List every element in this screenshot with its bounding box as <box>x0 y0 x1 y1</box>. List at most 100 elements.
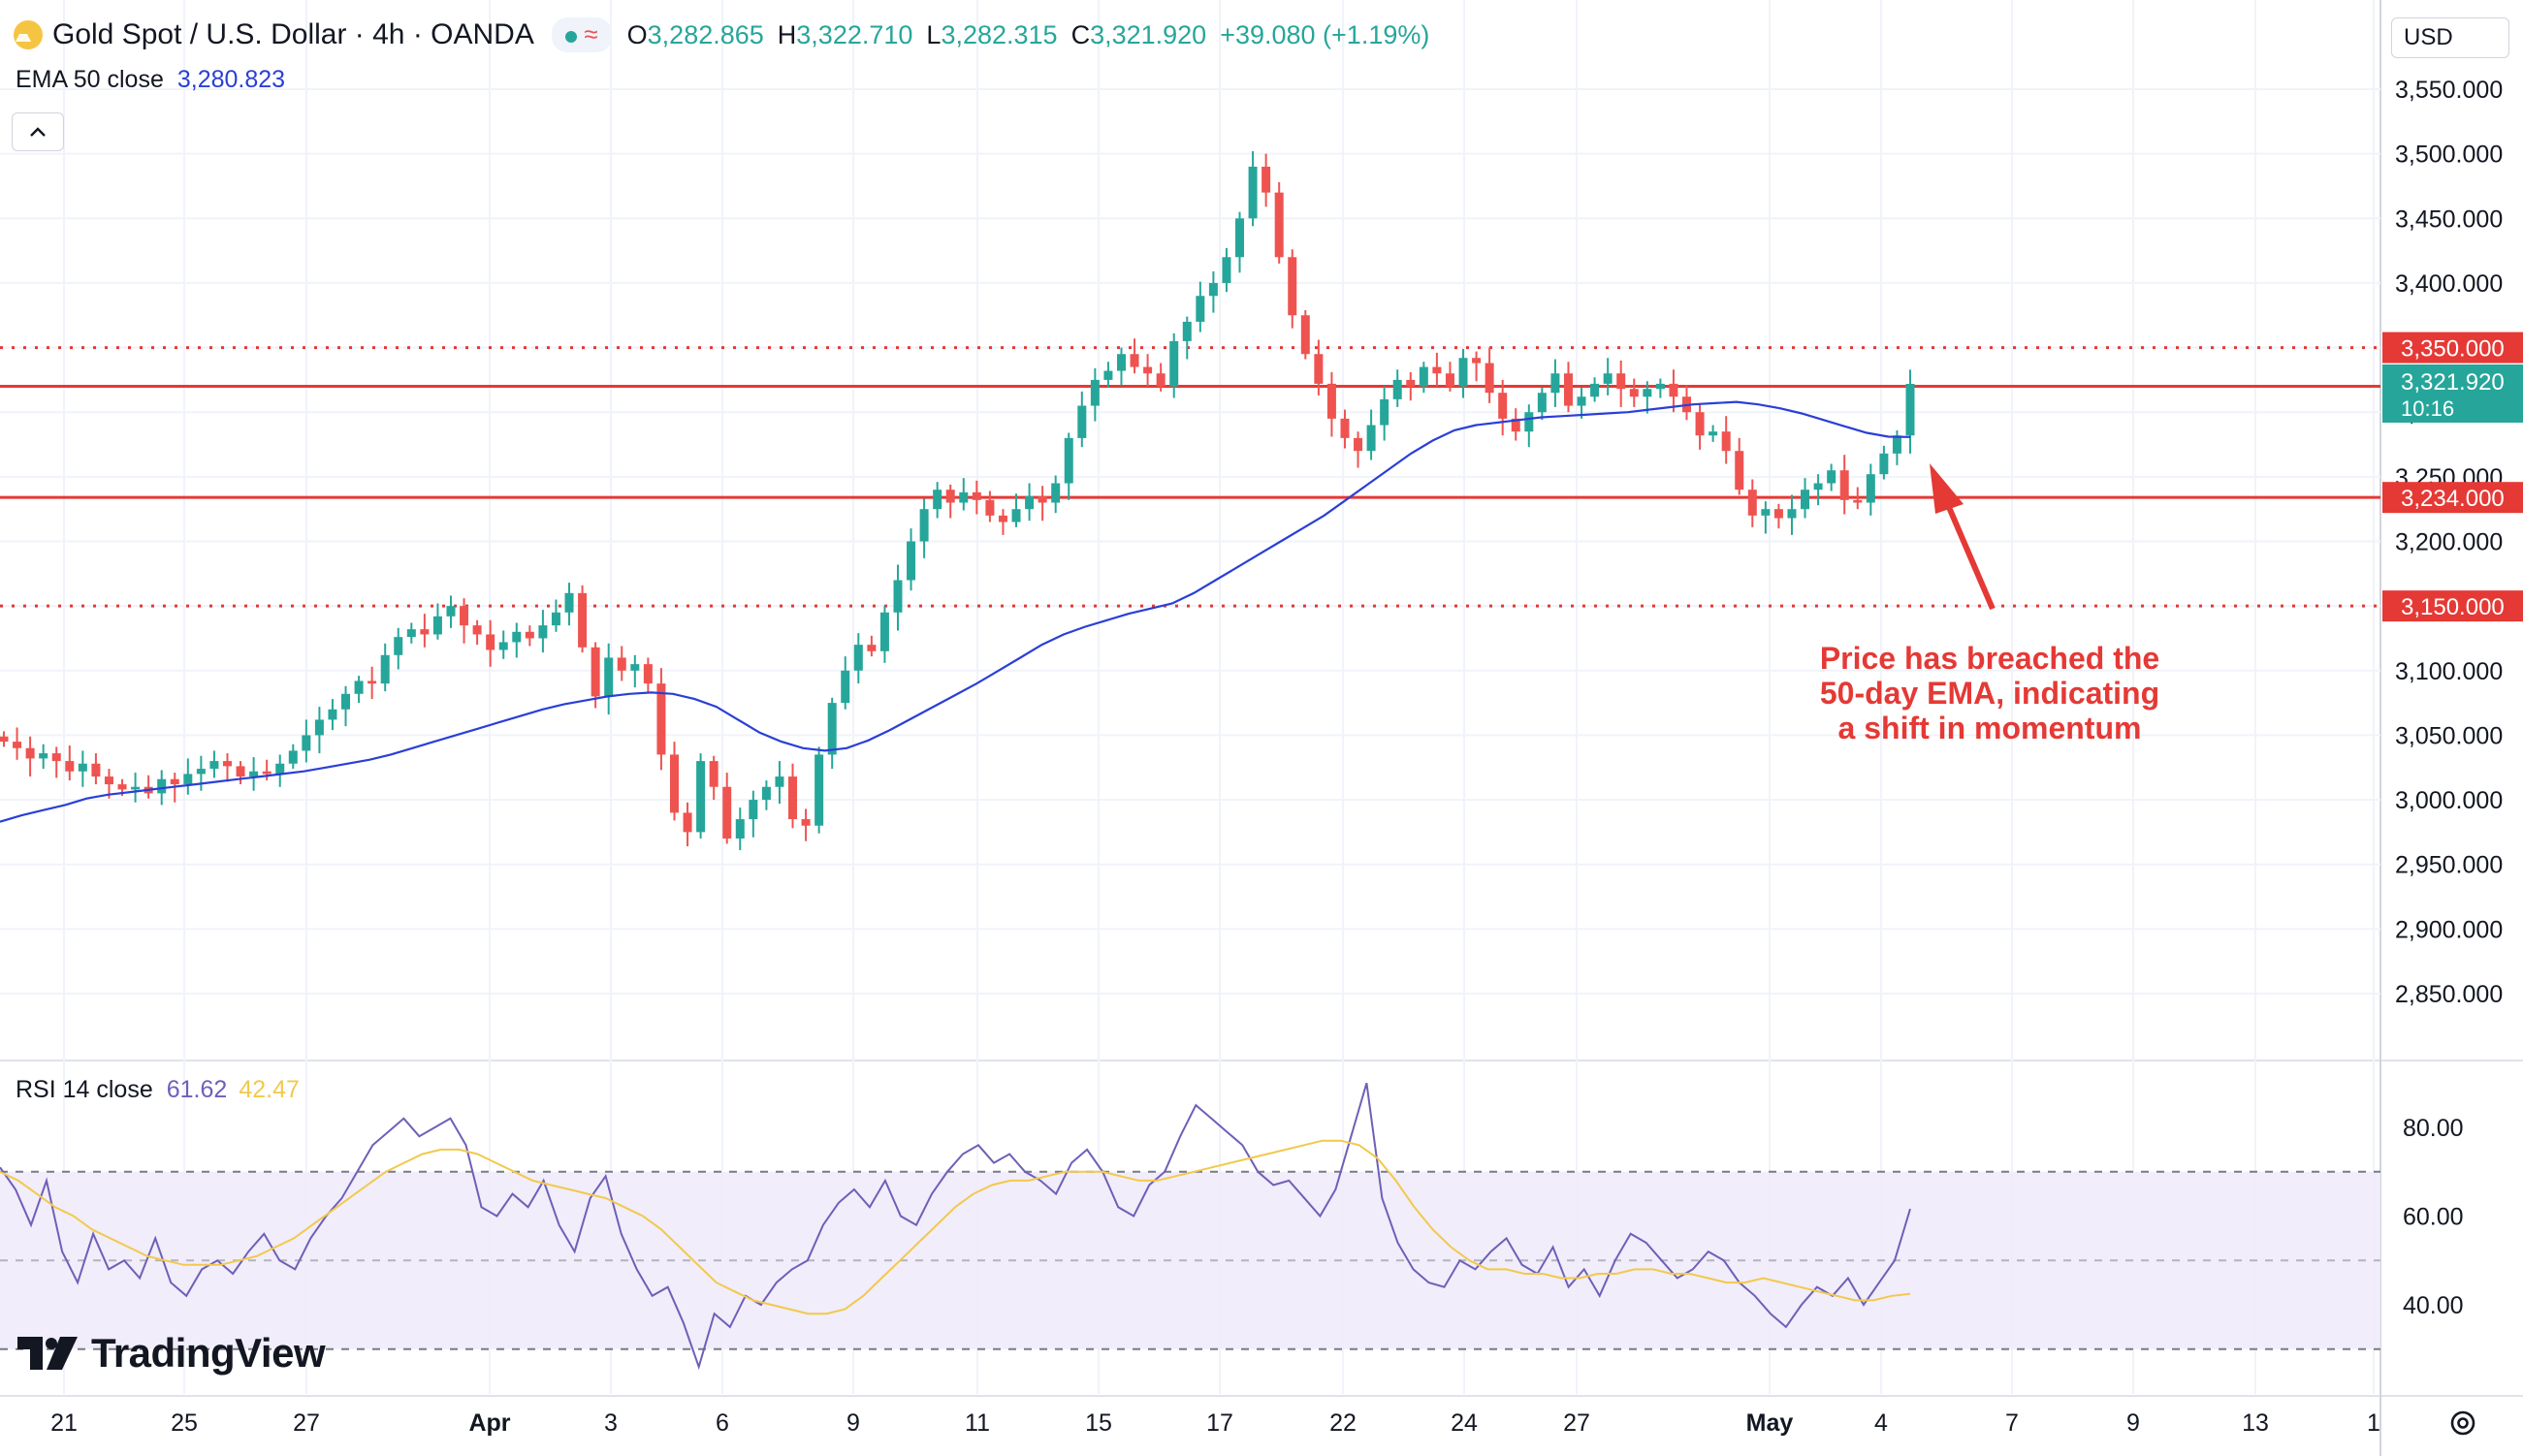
time-tick-label: 27 <box>293 1409 320 1437</box>
candle-body <box>669 754 679 813</box>
candle-body <box>1248 166 1258 219</box>
candle-body <box>1288 257 1297 316</box>
candle-body <box>1340 418 1350 438</box>
ohlc-change: +39.080 (+1.19%) <box>1220 19 1430 49</box>
level-price-label: 3,350.000 <box>2401 336 2505 363</box>
price-tick-label: 3,000.000 <box>2395 787 2503 814</box>
candle-body <box>1274 192 1284 258</box>
candle-body <box>578 592 588 648</box>
candle-body <box>328 709 337 720</box>
candle-body <box>683 812 692 833</box>
candle-body <box>1577 396 1586 406</box>
candle-body <box>314 719 324 736</box>
candle-body <box>617 657 626 671</box>
candle-body <box>1590 383 1600 397</box>
time-tick-label: 9 <box>2126 1409 2140 1437</box>
status-pill[interactable]: ≈ <box>551 17 612 52</box>
candle-body <box>1354 437 1363 452</box>
candle-body <box>1196 296 1205 322</box>
candle-body <box>1472 358 1482 364</box>
candle-body <box>498 642 508 650</box>
candle-body <box>446 606 456 617</box>
candlestick-series <box>0 150 1915 851</box>
ema-legend-label: EMA 50 close <box>16 66 164 93</box>
candle-body <box>696 761 706 833</box>
candle-body <box>1721 431 1731 452</box>
rsi-lines <box>0 1083 1911 1371</box>
wave-icon: ≈ <box>584 19 598 48</box>
candle-body <box>302 735 311 751</box>
ohlc-low-label: L <box>926 19 942 49</box>
candle-body <box>1905 383 1915 436</box>
ohlc-open-label: O <box>626 19 648 49</box>
annotation-text-line: Price has breached the <box>1820 641 2159 676</box>
time-tick-label: 6 <box>716 1409 729 1437</box>
candle-body <box>236 766 245 777</box>
axes: 3,550.000 3,500.000 3,450.000 3,400.000 3,35… <box>50 77 2523 1437</box>
candle-body <box>1090 379 1100 406</box>
candle-body <box>367 681 377 684</box>
level-price-tag <box>2382 332 2523 364</box>
candle-body <box>1025 495 1035 510</box>
candle-body <box>354 681 364 694</box>
candle-body <box>867 645 877 651</box>
time-tick-label: 9 <box>846 1409 860 1437</box>
symbol-title[interactable]: Gold Spot / U.S. Dollar · 4h · OANDA <box>52 18 534 50</box>
candle-body <box>209 761 219 770</box>
candle-body <box>1839 470 1849 500</box>
candle-body <box>933 490 942 510</box>
candle-body <box>1262 166 1271 193</box>
rsi-legend-value: 61.62 <box>166 1076 228 1103</box>
candle-body <box>643 664 653 684</box>
candle-body <box>131 786 141 790</box>
candle-body <box>1380 398 1389 426</box>
gear-icon[interactable] <box>2445 1406 2480 1440</box>
candle-body <box>1182 321 1192 341</box>
candle-body <box>1406 379 1416 387</box>
legend-toggle-button[interactable] <box>12 112 64 151</box>
candle-body <box>91 763 101 777</box>
ema-legend[interactable]: EMA 50 close 3,280.823 <box>16 66 285 94</box>
candle-body <box>841 670 850 704</box>
candle-body <box>551 612 560 626</box>
candle-body <box>1695 412 1705 436</box>
currency-selector[interactable]: USD <box>2391 17 2509 58</box>
candle-body <box>420 629 430 635</box>
candle-body <box>1222 257 1231 283</box>
candle-body <box>1326 383 1336 419</box>
candle-body <box>893 580 903 613</box>
chevron-up-icon <box>30 127 46 137</box>
candle-body <box>157 778 167 794</box>
rsi-panel <box>0 1170 2380 1350</box>
candle-body <box>735 819 745 839</box>
candle-body <box>630 664 640 671</box>
candle-body <box>1735 451 1744 491</box>
candle-body <box>460 606 469 626</box>
candle-body <box>1038 495 1047 503</box>
level-price-tag <box>2382 482 2523 514</box>
candle-body <box>1432 366 1442 374</box>
candle-body <box>722 786 732 839</box>
time-tick-label: 11 <box>965 1409 990 1437</box>
time-tick-label: 15 <box>1085 1409 1112 1437</box>
time-tick-label: 27 <box>1563 1409 1590 1437</box>
candle-body <box>117 784 127 790</box>
time-tick-label: 13 <box>2242 1409 2269 1437</box>
price-tick-label: 3,450.000 <box>2395 206 2503 233</box>
time-tick-label: 7 <box>2005 1409 2019 1437</box>
price-tick-label: 3,400.000 <box>2395 270 2503 298</box>
market-open-dot <box>564 31 577 43</box>
time-tick-label: 24 <box>1451 1409 1478 1437</box>
tradingview-logo[interactable]: TradingView <box>17 1330 326 1377</box>
brand-name: TradingView <box>91 1330 326 1376</box>
candle-body <box>1366 425 1376 452</box>
candle-body <box>1629 389 1639 397</box>
ohlc-close-label: C <box>1070 19 1091 49</box>
candle-body <box>486 634 495 650</box>
rsi-legend[interactable]: RSI 14 close 61.62 42.47 <box>16 1076 300 1104</box>
candle-body <box>1051 483 1061 503</box>
rsi-ma-line <box>0 1139 1911 1315</box>
symbol-legend: Gold Spot / U.S. Dollar · 4h · OANDA ≈ O… <box>14 17 1429 52</box>
